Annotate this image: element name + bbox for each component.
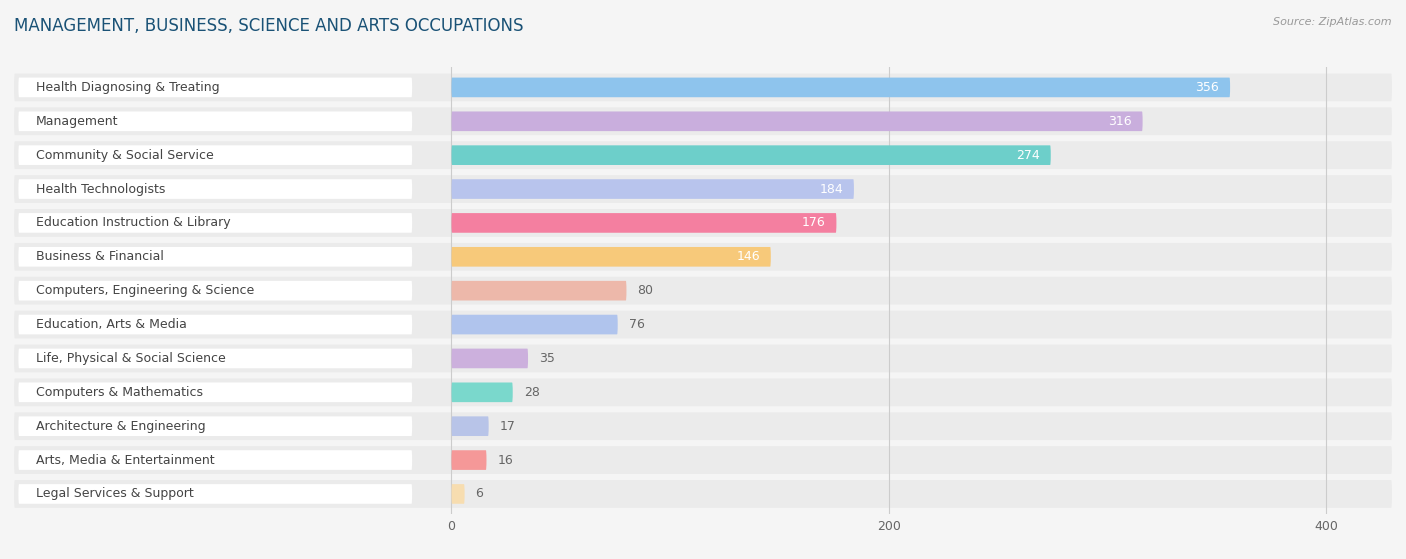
FancyBboxPatch shape	[18, 450, 412, 470]
FancyBboxPatch shape	[18, 281, 412, 301]
FancyBboxPatch shape	[18, 78, 412, 97]
Text: Life, Physical & Social Science: Life, Physical & Social Science	[37, 352, 226, 365]
FancyBboxPatch shape	[451, 111, 1143, 131]
FancyBboxPatch shape	[18, 484, 412, 504]
FancyBboxPatch shape	[14, 480, 1392, 508]
FancyBboxPatch shape	[14, 413, 1392, 440]
FancyBboxPatch shape	[18, 145, 412, 165]
FancyBboxPatch shape	[18, 179, 412, 199]
FancyBboxPatch shape	[18, 213, 412, 233]
FancyBboxPatch shape	[14, 175, 1392, 203]
FancyBboxPatch shape	[14, 74, 1392, 101]
Text: 356: 356	[1195, 81, 1219, 94]
Text: Health Diagnosing & Treating: Health Diagnosing & Treating	[37, 81, 219, 94]
Text: 76: 76	[628, 318, 644, 331]
FancyBboxPatch shape	[14, 141, 1392, 169]
FancyBboxPatch shape	[14, 446, 1392, 474]
FancyBboxPatch shape	[18, 315, 412, 334]
Text: Community & Social Service: Community & Social Service	[37, 149, 214, 162]
FancyBboxPatch shape	[451, 450, 486, 470]
FancyBboxPatch shape	[14, 277, 1392, 305]
FancyBboxPatch shape	[14, 378, 1392, 406]
FancyBboxPatch shape	[451, 382, 513, 402]
FancyBboxPatch shape	[451, 484, 464, 504]
FancyBboxPatch shape	[18, 416, 412, 436]
FancyBboxPatch shape	[451, 247, 770, 267]
Text: Business & Financial: Business & Financial	[37, 250, 165, 263]
FancyBboxPatch shape	[14, 243, 1392, 271]
Text: 35: 35	[538, 352, 555, 365]
Text: Arts, Media & Entertainment: Arts, Media & Entertainment	[37, 453, 215, 467]
FancyBboxPatch shape	[18, 382, 412, 402]
Text: Architecture & Engineering: Architecture & Engineering	[37, 420, 205, 433]
Text: Management: Management	[37, 115, 118, 128]
Text: 316: 316	[1108, 115, 1132, 128]
Text: MANAGEMENT, BUSINESS, SCIENCE AND ARTS OCCUPATIONS: MANAGEMENT, BUSINESS, SCIENCE AND ARTS O…	[14, 17, 523, 35]
Text: Legal Services & Support: Legal Services & Support	[37, 487, 194, 500]
FancyBboxPatch shape	[451, 179, 853, 199]
FancyBboxPatch shape	[451, 416, 489, 436]
Text: 176: 176	[801, 216, 825, 229]
FancyBboxPatch shape	[451, 281, 627, 301]
Text: 146: 146	[737, 250, 759, 263]
Text: Education, Arts & Media: Education, Arts & Media	[37, 318, 187, 331]
Text: 274: 274	[1017, 149, 1040, 162]
FancyBboxPatch shape	[451, 213, 837, 233]
FancyBboxPatch shape	[451, 78, 1230, 97]
FancyBboxPatch shape	[451, 145, 1050, 165]
Text: Health Technologists: Health Technologists	[37, 183, 166, 196]
FancyBboxPatch shape	[18, 247, 412, 267]
FancyBboxPatch shape	[451, 349, 529, 368]
FancyBboxPatch shape	[14, 344, 1392, 372]
Text: Education Instruction & Library: Education Instruction & Library	[37, 216, 231, 229]
FancyBboxPatch shape	[18, 349, 412, 368]
Text: Source: ZipAtlas.com: Source: ZipAtlas.com	[1274, 17, 1392, 27]
Text: Computers & Mathematics: Computers & Mathematics	[37, 386, 202, 399]
Text: 16: 16	[498, 453, 513, 467]
Text: 28: 28	[523, 386, 540, 399]
Text: Computers, Engineering & Science: Computers, Engineering & Science	[37, 284, 254, 297]
Text: 184: 184	[820, 183, 844, 196]
FancyBboxPatch shape	[14, 209, 1392, 237]
Text: 6: 6	[475, 487, 484, 500]
FancyBboxPatch shape	[451, 315, 617, 334]
Text: 80: 80	[637, 284, 654, 297]
FancyBboxPatch shape	[14, 311, 1392, 338]
FancyBboxPatch shape	[18, 111, 412, 131]
Text: 17: 17	[499, 420, 516, 433]
FancyBboxPatch shape	[14, 107, 1392, 135]
